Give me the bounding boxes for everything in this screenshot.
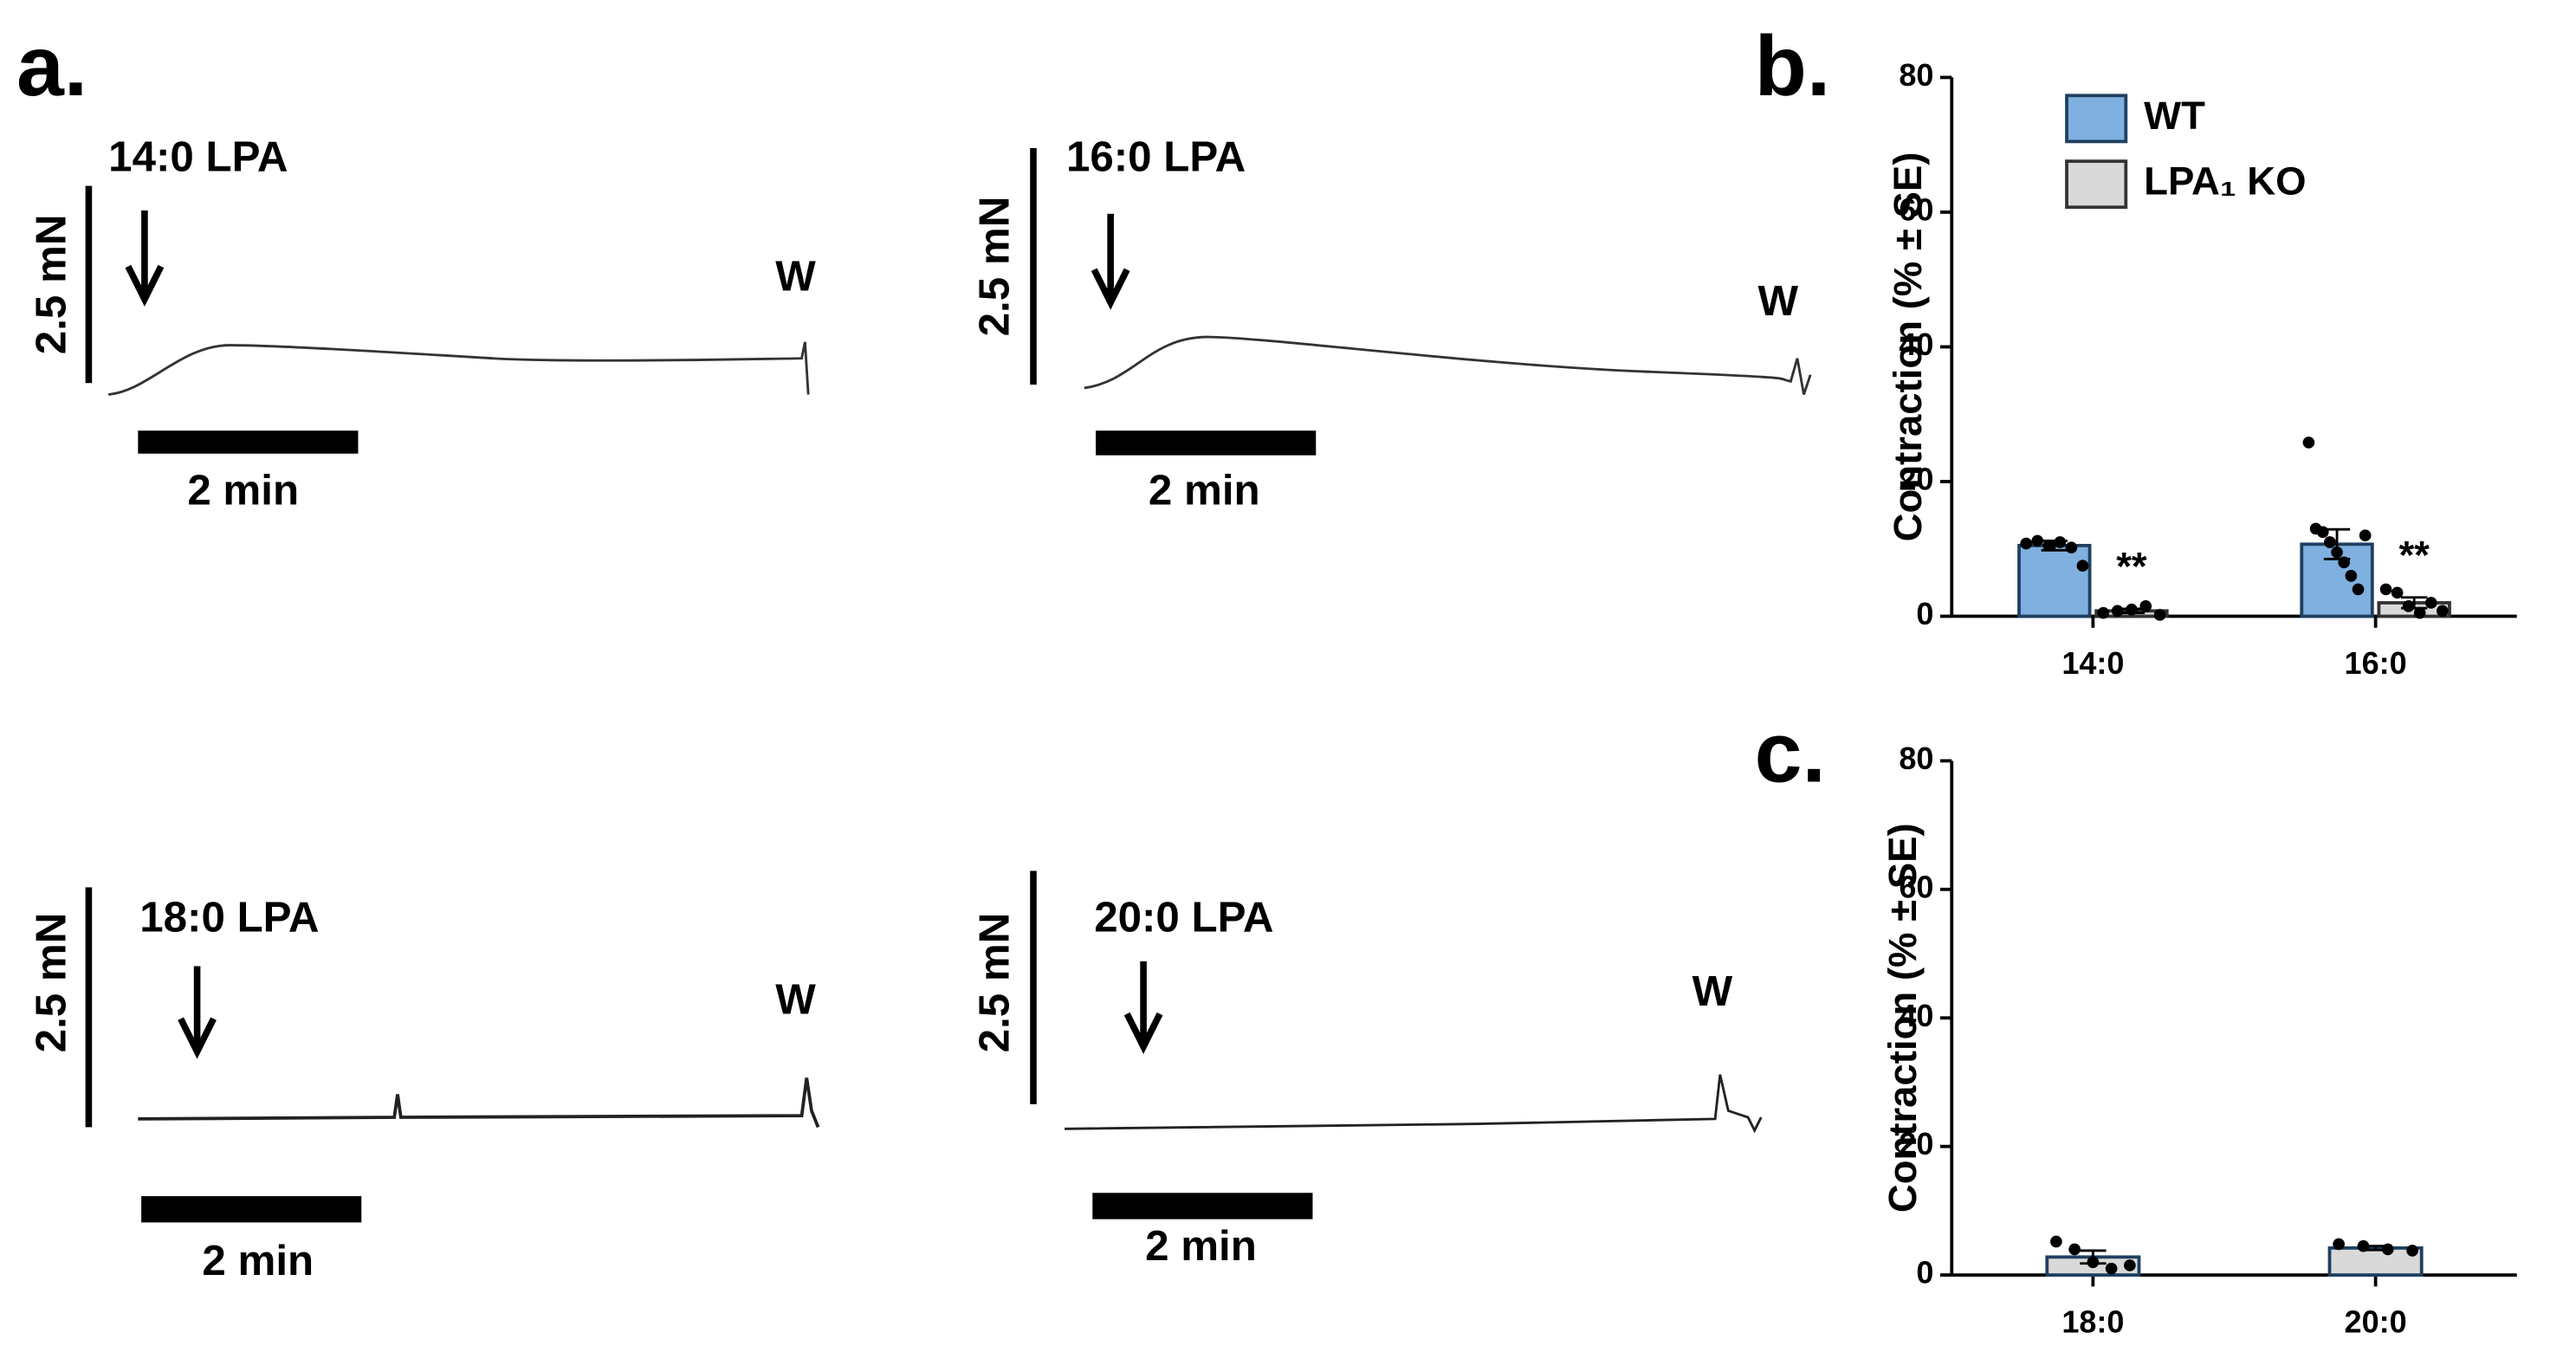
- data-point: [2111, 605, 2124, 618]
- data-point: [2424, 597, 2437, 609]
- data-point: [2402, 600, 2415, 612]
- data-point: [2324, 536, 2336, 548]
- arrow: [178, 966, 217, 1059]
- washout-label: W: [775, 975, 816, 1023]
- legend-label: WT: [2144, 94, 2205, 138]
- data-point: [2050, 1235, 2062, 1248]
- data-point: [2352, 583, 2365, 596]
- legend-swatch: [2065, 159, 2128, 210]
- trace-panel: 2.5 mN 14:0 LPA W 2 min: [28, 133, 817, 514]
- bar: [2017, 543, 2092, 618]
- data-point: [2087, 1256, 2100, 1269]
- time-scale-bar: [1092, 1193, 1313, 1219]
- arrow: [125, 210, 165, 307]
- significance: **: [2116, 544, 2147, 588]
- data-point: [2333, 1238, 2345, 1251]
- time-scale-label: 2 min: [1145, 1222, 1257, 1270]
- panel-label: c.: [1755, 705, 1826, 800]
- y-tick-label: 0: [1916, 596, 1933, 631]
- data-point: [2406, 1245, 2418, 1257]
- data-point: [2379, 583, 2392, 596]
- data-point: [2302, 437, 2315, 449]
- trace: [1084, 335, 1812, 395]
- time-scale-bar: [141, 1196, 362, 1223]
- data-point: [2124, 1259, 2136, 1271]
- data-point: [2065, 541, 2078, 554]
- force-scale-label: 2.5 mN: [28, 913, 75, 1053]
- arrow: [1091, 213, 1130, 310]
- washout-label: W: [775, 253, 816, 301]
- agent-label: 18:0 LPA: [139, 893, 319, 941]
- data-point: [2105, 1262, 2118, 1275]
- agent-label: 20:0 LPA: [1094, 893, 1273, 941]
- legend-label: LPA₁ KO: [2144, 159, 2306, 204]
- data-point: [2042, 540, 2055, 552]
- trace-panel: 2.5 mN 18:0 LPA W 2 min: [28, 887, 820, 1284]
- data-point: [2338, 556, 2351, 569]
- y-tick-label: 80: [1899, 741, 1933, 776]
- time-scale-label: 2 min: [1149, 466, 1260, 514]
- data-point: [2345, 570, 2358, 582]
- y-tick-label: 20: [1899, 1126, 1933, 1161]
- data-point: [2139, 600, 2152, 612]
- data-point: [2097, 606, 2110, 619]
- force-scale-label: 2.5 mN: [28, 215, 75, 355]
- data-point: [2076, 560, 2089, 573]
- data-point: [2381, 1243, 2394, 1256]
- legend-swatch: [2065, 94, 2128, 144]
- data-point: [2126, 603, 2138, 616]
- data-point: [2316, 526, 2329, 539]
- data-point: [2068, 1243, 2081, 1256]
- force-scale-label: 2.5 mN: [970, 913, 1018, 1053]
- washout-label: W: [1757, 277, 1798, 325]
- force-scale-label: 2.5 mN: [970, 197, 1018, 337]
- data-point: [2413, 606, 2426, 619]
- arrow: [1123, 961, 1163, 1054]
- agent-label: 16:0 LPA: [1066, 133, 1246, 180]
- data-point: [2054, 536, 2067, 548]
- trace: [108, 341, 810, 396]
- data-point: [2020, 537, 2033, 550]
- x-tick-label: 20:0: [2345, 1304, 2407, 1340]
- panel-label: b.: [1755, 18, 1831, 113]
- panel-label: a.: [16, 18, 87, 113]
- y-tick-label: 40: [1899, 998, 1933, 1033]
- y-tick-label: 60: [1899, 191, 1933, 227]
- x-tick-label: 18:0: [2061, 1304, 2124, 1340]
- y-tick-label: 0: [1916, 1255, 1933, 1291]
- data-point: [2357, 1239, 2370, 1252]
- y-tick-label: 60: [1899, 869, 1933, 904]
- y-axis-label: Contraction (% ± SE): [1880, 823, 1925, 1213]
- trace: [1065, 1074, 1763, 1134]
- significance: **: [2398, 533, 2430, 577]
- data-point: [2359, 529, 2372, 542]
- data-point: [2153, 609, 2166, 621]
- y-tick-label: 40: [1899, 327, 1933, 362]
- data-point: [2436, 605, 2449, 618]
- trace-panel: 2.5 mN 16:0 LPA W 2 min: [970, 133, 1812, 514]
- time-scale-bar: [1096, 430, 1317, 456]
- trace-panel: 2.5 mN 20:0 LPA W 2 min: [970, 870, 1763, 1270]
- trace: [138, 1077, 820, 1129]
- y-tick-label: 80: [1899, 57, 1933, 93]
- x-tick-label: 16:0: [2345, 645, 2407, 681]
- time-scale-label: 2 min: [202, 1237, 314, 1284]
- agent-label: 14:0 LPA: [108, 133, 288, 180]
- data-point: [2391, 586, 2404, 599]
- data-point: [2031, 534, 2044, 547]
- y-axis-label: Contraction (% ± SE): [1886, 152, 1930, 542]
- time-scale-label: 2 min: [187, 466, 299, 514]
- washout-label: W: [1693, 967, 1733, 1015]
- time-scale-bar: [138, 430, 359, 454]
- data-point: [2331, 546, 2343, 559]
- x-tick-label: 14:0: [2061, 645, 2124, 681]
- y-tick-label: 20: [1899, 462, 1933, 497]
